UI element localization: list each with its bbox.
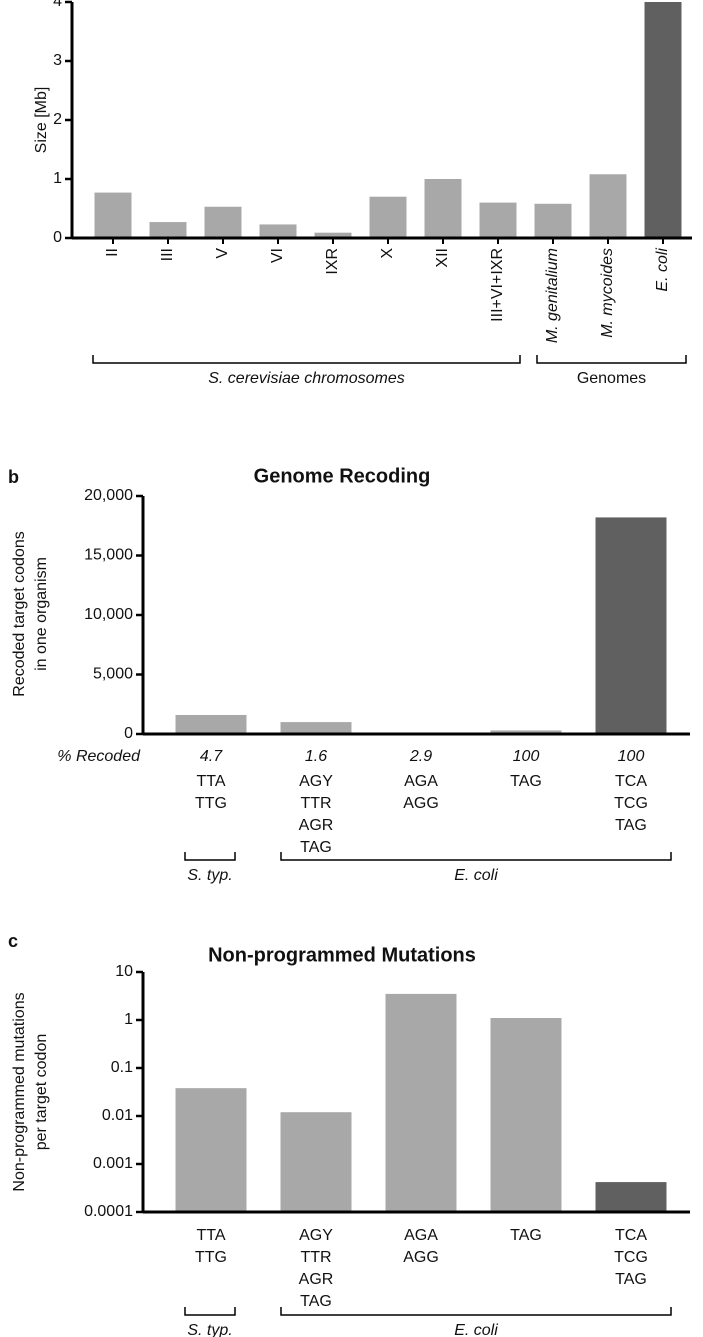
x-tick-label: TCG: [614, 795, 648, 812]
x-tick-label: VI: [269, 248, 286, 263]
bar: [490, 1018, 562, 1212]
group-label: E. coli: [454, 1322, 498, 1337]
bar: [149, 222, 187, 238]
y-tick-label: 1: [53, 170, 62, 187]
x-tick-label: AGY: [299, 773, 333, 790]
x-tick-label: TAG: [300, 1293, 332, 1310]
group-label: S. typ.: [187, 1322, 232, 1337]
x-tick-label: E. coli: [654, 248, 671, 292]
x-tick-label: AGY: [299, 1227, 333, 1244]
group-bracket: [184, 1307, 236, 1316]
x-tick-label: III: [159, 248, 176, 261]
bar: [259, 224, 297, 238]
x-tick-label: TAG: [615, 1271, 647, 1288]
x-tick-label: M. mycoides: [599, 248, 616, 338]
group-bracket: [280, 1307, 672, 1316]
group-bracket: [280, 852, 672, 861]
group-bracket: [92, 355, 521, 364]
y-tick-label: 1: [124, 1011, 133, 1028]
group-bracket: [184, 852, 236, 861]
y-axis-label: per target codon: [33, 1034, 50, 1151]
panel-letter: b: [8, 467, 19, 487]
y-tick-label: 2: [53, 111, 62, 128]
x-tick-label: IXR: [324, 248, 341, 275]
x-tick-label: TTR: [300, 1249, 331, 1266]
y-tick-label: 15,000: [84, 547, 133, 564]
bar: [490, 730, 562, 734]
x-tick-label: TTA: [196, 773, 225, 790]
bar: [644, 2, 682, 238]
y-tick-label: 0: [53, 229, 62, 246]
percent-recoded: 1.6: [305, 748, 327, 765]
group-bracket: [536, 355, 687, 364]
bar: [479, 202, 517, 238]
x-tick-label: AGR: [299, 1271, 334, 1288]
percent-recoded: 2.9: [409, 748, 432, 765]
bar: [589, 174, 627, 238]
y-axis-label: Size [Mb]: [33, 87, 50, 154]
y-tick-label: 0.0001: [84, 1203, 133, 1220]
x-tick-label: V: [214, 248, 231, 259]
y-tick-label: 0.1: [111, 1059, 133, 1076]
x-tick-label: TCA: [615, 773, 647, 790]
x-tick-label: TCG: [614, 1249, 648, 1266]
chart-title: Genome Recoding: [254, 465, 431, 487]
x-tick-label: AGR: [299, 817, 334, 834]
x-tick-label: AGG: [403, 1249, 439, 1266]
y-tick-label: 4: [53, 0, 62, 10]
percent-recoded: 100: [618, 748, 645, 765]
bar: [314, 232, 352, 238]
x-tick-label: XII: [434, 248, 451, 268]
x-tick-label: X: [379, 248, 396, 259]
bar: [280, 1112, 352, 1212]
y-tick-label: 10: [115, 963, 133, 980]
y-axis-label: in one organism: [33, 557, 50, 671]
group-label: E. coli: [454, 867, 498, 884]
x-tick-label: TTG: [195, 1249, 227, 1266]
y-tick-label: 10,000: [84, 606, 133, 623]
group-label: Genomes: [577, 370, 646, 387]
x-tick-label: AGG: [403, 795, 439, 812]
chart-title: Non-programmed Mutations: [208, 944, 476, 966]
y-tick-label: 0.01: [102, 1107, 133, 1124]
row-label: % Recoded: [57, 748, 141, 765]
x-tick-label: TTG: [195, 795, 227, 812]
x-tick-label: TTR: [300, 795, 331, 812]
x-tick-label: II: [104, 248, 121, 257]
y-tick-label: 3: [53, 52, 62, 69]
x-tick-label: TAG: [300, 839, 332, 856]
x-tick-label: AGA: [404, 1227, 438, 1244]
bar: [280, 722, 352, 734]
x-tick-label: TAG: [510, 1227, 542, 1244]
x-tick-label: III+VI+IXR: [489, 248, 506, 322]
x-tick-label: AGA: [404, 773, 438, 790]
y-tick-label: 5,000: [93, 666, 133, 683]
x-tick-label: TAG: [615, 817, 647, 834]
y-tick-label: 0.001: [93, 1155, 133, 1172]
x-tick-label: M. genitalium: [544, 248, 561, 343]
bar: [175, 714, 247, 734]
bar: [369, 196, 407, 238]
bar: [534, 203, 572, 238]
y-tick-label: 0: [124, 725, 133, 742]
bar: [595, 1182, 667, 1212]
group-label: S. typ.: [187, 867, 232, 884]
percent-recoded: 100: [513, 748, 540, 765]
bar: [204, 206, 242, 238]
panel-letter: c: [8, 931, 18, 951]
x-tick-label: TAG: [510, 773, 542, 790]
bar: [94, 192, 132, 238]
y-axis-label: Non-programmed mutations: [11, 992, 28, 1191]
bar: [385, 993, 457, 1212]
bar: [424, 179, 462, 238]
y-tick-label: 20,000: [84, 487, 133, 504]
y-axis-label: Recoded target codons: [11, 531, 28, 696]
group-label: S. cerevisiae chromosomes: [208, 370, 405, 387]
bar: [595, 517, 667, 734]
percent-recoded: 4.7: [200, 748, 223, 765]
x-tick-label: TTA: [196, 1227, 225, 1244]
bar: [175, 1088, 247, 1212]
x-tick-label: TCA: [615, 1227, 647, 1244]
